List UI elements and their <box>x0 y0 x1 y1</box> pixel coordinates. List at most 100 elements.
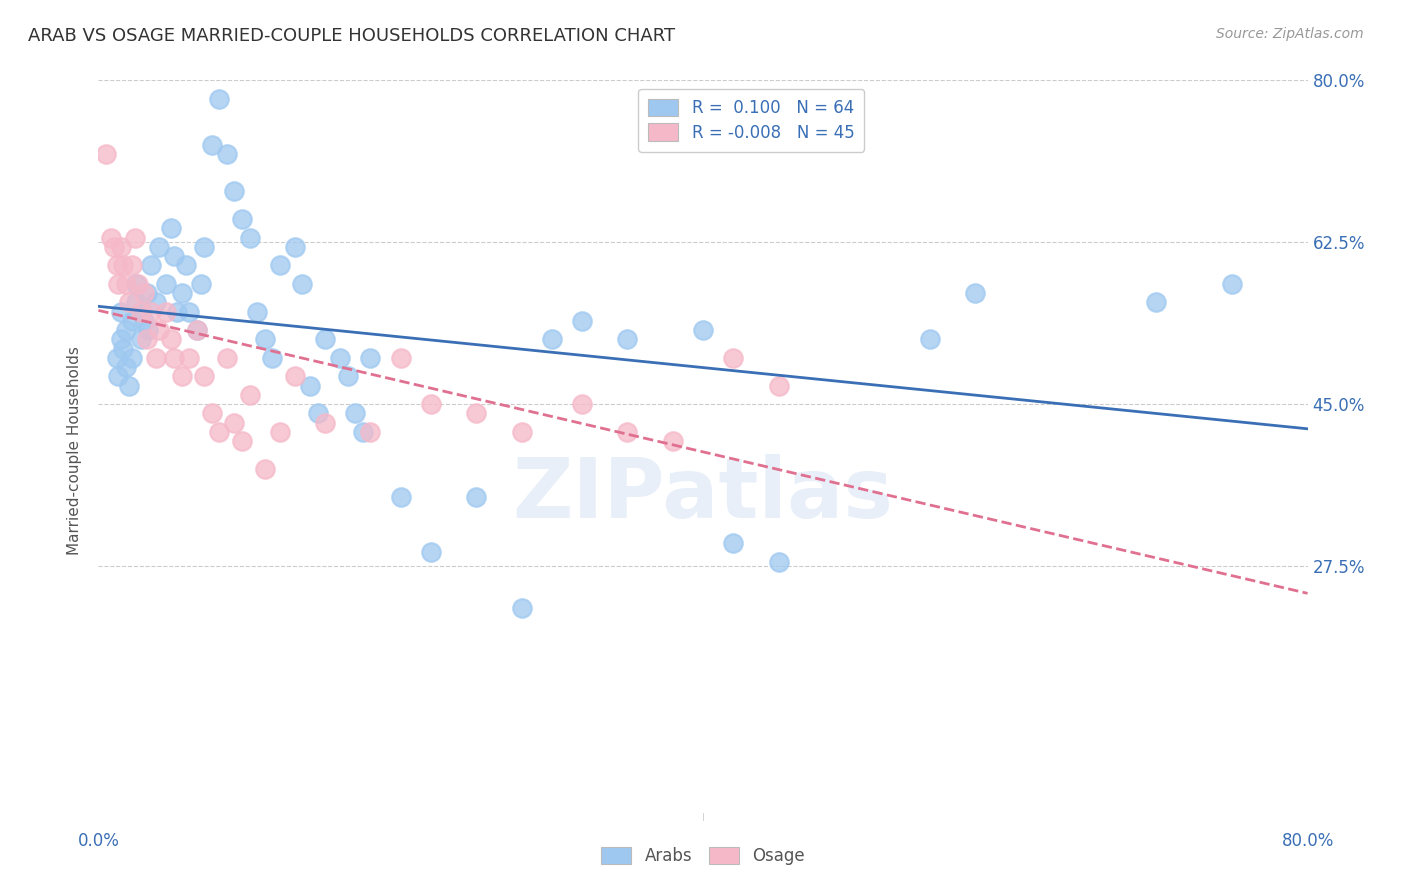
Point <box>692 323 714 337</box>
Point <box>105 351 128 365</box>
Point <box>141 259 163 273</box>
Point <box>239 388 262 402</box>
Point <box>723 536 745 550</box>
Point <box>174 259 197 273</box>
Point <box>111 259 134 273</box>
Point <box>179 304 201 318</box>
Point <box>571 397 593 411</box>
Point <box>166 304 188 318</box>
Point <box>465 490 488 504</box>
Point <box>135 286 157 301</box>
Text: ARAB VS OSAGE MARRIED-COUPLE HOUSEHOLDS CORRELATION CHART: ARAB VS OSAGE MARRIED-COUPLE HOUSEHOLDS … <box>28 27 675 45</box>
Point <box>111 342 134 356</box>
Point <box>336 369 359 384</box>
Point <box>136 323 159 337</box>
Point <box>329 351 352 365</box>
Point <box>540 332 562 346</box>
Point <box>224 416 246 430</box>
Point <box>768 378 790 392</box>
Point <box>105 259 128 273</box>
Point <box>193 369 215 384</box>
Point <box>118 378 141 392</box>
Point <box>231 212 253 227</box>
Point <box>224 184 246 198</box>
Point <box>114 360 136 375</box>
Point <box>118 295 141 310</box>
Point <box>201 407 224 421</box>
Point <box>307 407 329 421</box>
Point <box>262 351 284 365</box>
Point <box>299 378 322 392</box>
Point <box>420 397 443 411</box>
Point <box>918 332 941 346</box>
Point <box>148 240 170 254</box>
Point <box>107 369 129 384</box>
Point <box>201 138 224 153</box>
Point <box>723 351 745 365</box>
Point <box>1220 277 1243 291</box>
Point <box>291 277 314 291</box>
Point <box>135 332 157 346</box>
Point <box>246 304 269 318</box>
Point <box>284 369 307 384</box>
Point <box>208 425 231 439</box>
Point <box>129 304 152 318</box>
Point <box>129 304 152 318</box>
Point <box>768 554 790 569</box>
Point <box>145 351 167 365</box>
Point <box>94 147 117 161</box>
Point <box>129 332 152 346</box>
Point <box>1144 295 1167 310</box>
Point <box>239 230 262 244</box>
Point <box>121 351 143 365</box>
Point <box>389 351 412 365</box>
Point <box>124 230 146 244</box>
Y-axis label: Married-couple Households: Married-couple Households <box>67 346 83 555</box>
Point <box>110 304 132 318</box>
Point <box>141 304 163 318</box>
Point <box>103 240 125 254</box>
Point <box>965 286 987 301</box>
Point <box>420 545 443 559</box>
Text: Source: ZipAtlas.com: Source: ZipAtlas.com <box>1216 27 1364 41</box>
Point <box>110 240 132 254</box>
Point <box>125 277 148 291</box>
Point <box>127 277 149 291</box>
Point <box>360 425 382 439</box>
Point <box>163 351 186 365</box>
Point <box>132 286 155 301</box>
Point <box>163 249 186 263</box>
Point <box>616 332 638 346</box>
Point <box>215 147 238 161</box>
Point <box>616 425 638 439</box>
Point <box>179 351 201 365</box>
Point <box>125 295 148 310</box>
Point <box>510 600 533 615</box>
Point <box>155 304 177 318</box>
Point <box>170 286 193 301</box>
Point <box>314 332 336 346</box>
Point <box>571 314 593 328</box>
Point <box>148 323 170 337</box>
Point <box>110 332 132 346</box>
Point <box>190 277 212 291</box>
Point <box>160 332 183 346</box>
Point <box>269 259 291 273</box>
Point <box>145 295 167 310</box>
Point <box>186 323 208 337</box>
Point <box>269 425 291 439</box>
Point <box>284 240 307 254</box>
Point <box>160 221 183 235</box>
Point <box>253 462 276 476</box>
Point <box>344 407 367 421</box>
Point <box>208 92 231 106</box>
Point <box>352 425 374 439</box>
Point <box>114 323 136 337</box>
Point <box>465 407 488 421</box>
Point <box>193 240 215 254</box>
Point <box>170 369 193 384</box>
Point <box>114 277 136 291</box>
Point <box>215 351 238 365</box>
Point <box>132 314 155 328</box>
Point <box>661 434 683 449</box>
